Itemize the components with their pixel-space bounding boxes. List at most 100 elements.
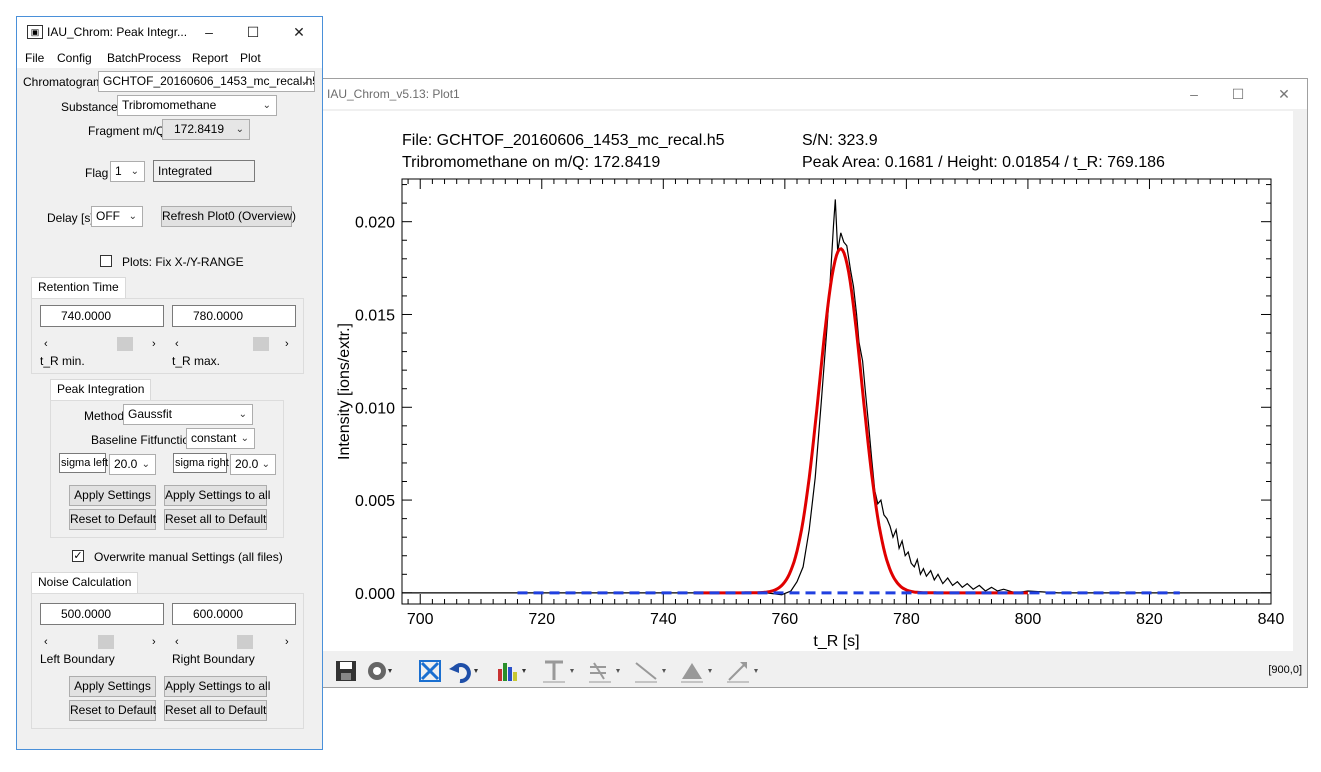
baseline-select[interactable]: constant ⌄	[186, 428, 255, 449]
x-tick-label: 720	[528, 611, 555, 628]
overwrite-checkbox[interactable]: ✓	[72, 550, 84, 562]
chevron-down-icon: ⌄	[240, 433, 249, 444]
fragment-select[interactable]: 172.8419 ⌄	[162, 119, 250, 140]
baseline-label: Baseline Fitfunction	[91, 433, 196, 447]
flag-value: 1	[115, 164, 122, 178]
noise-reset-all-to-default-button[interactable]: Reset all to Default	[164, 700, 267, 721]
x-tick-label: 700	[407, 611, 434, 628]
method-label: Method	[84, 409, 125, 423]
method-select[interactable]: Gaussfit ⌄	[123, 404, 253, 425]
tr-min-value: 740.0000	[61, 309, 112, 323]
fill-icon[interactable]	[680, 659, 716, 683]
substance-select[interactable]: Tribromomethane ⌄	[117, 95, 277, 116]
flag-status-field: Integrated	[153, 160, 255, 182]
x-tick-label: 840	[1258, 611, 1285, 628]
baseline-value: constant	[191, 431, 237, 445]
plot-window-titlebar[interactable]: IAU_Chrom_v5.13: Plot1 – ☐ ✕	[308, 79, 1307, 109]
sigma-left-label-box: sigma left	[59, 453, 109, 473]
menu-plot[interactable]: Plot	[240, 51, 261, 65]
fix-range-checkbox[interactable]	[100, 255, 112, 267]
noise-left-slider-thumb[interactable]	[98, 635, 114, 649]
reset-all-to-default-button[interactable]: Reset all to Default	[164, 509, 267, 530]
noise-left-left-arrow-icon[interactable]: ‹	[44, 636, 48, 648]
tr-max-left-arrow-icon[interactable]: ‹	[175, 338, 179, 350]
chromatogram-select[interactable]: GCHTOF_20160606_1453_mc_recal.h5 ⌄	[98, 71, 315, 92]
flag-select[interactable]: 1 ⌄	[110, 161, 145, 182]
sigma-left-value: 20.0	[114, 457, 138, 471]
plot-header-substance: Tribromomethane on m/Q: 172.8419	[402, 154, 660, 171]
fix-range-label: Plots: Fix X-/Y-RANGE	[122, 255, 244, 269]
noise-left-right-arrow-icon[interactable]: ›	[152, 636, 156, 648]
plot-window-title: IAU_Chrom_v5.13: Plot1	[327, 87, 460, 101]
sigma-right-select[interactable]: 20.0 ⌄	[230, 454, 276, 475]
fragment-label: Fragment m/Q	[88, 124, 166, 138]
tr-max-slider-thumb[interactable]	[253, 337, 269, 351]
chevron-down-icon: ⌄	[238, 409, 247, 420]
tr-min-right-arrow-icon[interactable]: ›	[152, 338, 156, 350]
delay-select[interactable]: OFF ⌄	[91, 206, 143, 227]
bar-chart-icon[interactable]	[496, 659, 530, 683]
substance-value: Tribromomethane	[122, 98, 217, 112]
plot-toolbar: [900,0]	[308, 655, 1308, 687]
fit-view-icon[interactable]	[418, 659, 444, 683]
x-axis-label: t_R [s]	[813, 633, 859, 650]
refresh-plot0-button[interactable]: Refresh Plot0 (Overview)	[161, 206, 296, 227]
style-icon[interactable]	[588, 659, 624, 683]
tr-min-input[interactable]: 740.0000	[40, 305, 164, 327]
minimize-icon[interactable]: –	[205, 24, 213, 40]
sigma-left-select[interactable]: 20.0 ⌄	[109, 454, 156, 475]
tr-max-right-arrow-icon[interactable]: ›	[285, 338, 289, 350]
plot-window: IAU_Chrom_v5.13: Plot1 – ☐ ✕ File: GCHTO…	[307, 78, 1308, 688]
noise-right-slider-thumb[interactable]	[237, 635, 253, 649]
noise-right-input[interactable]: 600.0000	[172, 603, 296, 625]
tr-min-slider-thumb[interactable]	[117, 337, 133, 351]
overwrite-label: Overwrite manual Settings (all files)	[94, 550, 283, 564]
reset-to-default-button[interactable]: Reset to Default	[69, 509, 156, 530]
y-tick-label: 0.015	[355, 307, 395, 324]
noise-apply-settings-to-all-button[interactable]: Apply Settings to all	[164, 676, 270, 697]
save-icon[interactable]	[334, 659, 358, 683]
noise-group	[31, 593, 304, 729]
noise-right-right-arrow-icon[interactable]: ›	[285, 636, 289, 648]
menu-report[interactable]: Report	[192, 51, 229, 65]
menu-file[interactable]: File	[25, 51, 45, 65]
tr-max-value: 780.0000	[193, 309, 244, 323]
maximize-icon[interactable]: ☐	[246, 24, 260, 40]
apply-settings-button[interactable]: Apply Settings	[69, 485, 156, 506]
tab-peak-integration[interactable]: Peak Integration	[50, 379, 152, 400]
tab-retention-time[interactable]: Retention Time	[31, 277, 126, 298]
line-icon[interactable]	[634, 659, 670, 683]
sigma-right-value: 20.0	[235, 457, 259, 471]
maximize-icon[interactable]: ☐	[1231, 86, 1245, 102]
retention-group	[31, 298, 304, 374]
control-window-titlebar[interactable]: ▣ IAU_Chrom: Peak Integr... – ☐ ✕	[17, 17, 322, 48]
y-tick-label: 0.005	[355, 493, 395, 510]
status-coords: [900,0]	[1268, 664, 1302, 676]
tr-min-left-arrow-icon[interactable]: ‹	[44, 338, 48, 350]
tr-max-input[interactable]: 780.0000	[172, 305, 296, 327]
arrow-icon[interactable]	[726, 659, 762, 683]
tab-noise-calculation[interactable]: Noise Calculation	[31, 572, 139, 593]
text-icon[interactable]	[542, 659, 578, 683]
noise-left-input[interactable]: 500.0000	[40, 603, 164, 625]
apply-settings-to-all-button[interactable]: Apply Settings to all	[164, 485, 270, 506]
sigma-left-label: sigma left	[61, 457, 109, 469]
menu-batchprocess[interactable]: BatchProcess	[107, 51, 182, 65]
noise-left-label: Left Boundary	[40, 652, 115, 666]
chevron-down-icon: ⌄	[130, 166, 139, 177]
x-tick-label: 820	[1136, 611, 1163, 628]
control-window-title: IAU_Chrom: Peak Integr...	[47, 25, 188, 39]
gear-icon[interactable]	[366, 659, 396, 683]
noise-apply-settings-button[interactable]: Apply Settings	[69, 676, 156, 697]
close-icon[interactable]: ✕	[293, 24, 305, 40]
noise-right-label: Right Boundary	[172, 652, 255, 666]
close-icon[interactable]: ✕	[1278, 86, 1290, 102]
x-tick-label: 780	[893, 611, 920, 628]
undo-icon[interactable]	[448, 659, 482, 683]
plot-header-sn: S/N: 323.9	[802, 132, 878, 149]
noise-right-left-arrow-icon[interactable]: ‹	[175, 636, 179, 648]
menu-config[interactable]: Config	[57, 51, 92, 65]
minimize-icon[interactable]: –	[1190, 86, 1198, 102]
noise-reset-to-default-button[interactable]: Reset to Default	[69, 700, 156, 721]
plot-canvas[interactable]: File: GCHTOF_20160606_1453_mc_recal.h5 T…	[323, 111, 1293, 651]
